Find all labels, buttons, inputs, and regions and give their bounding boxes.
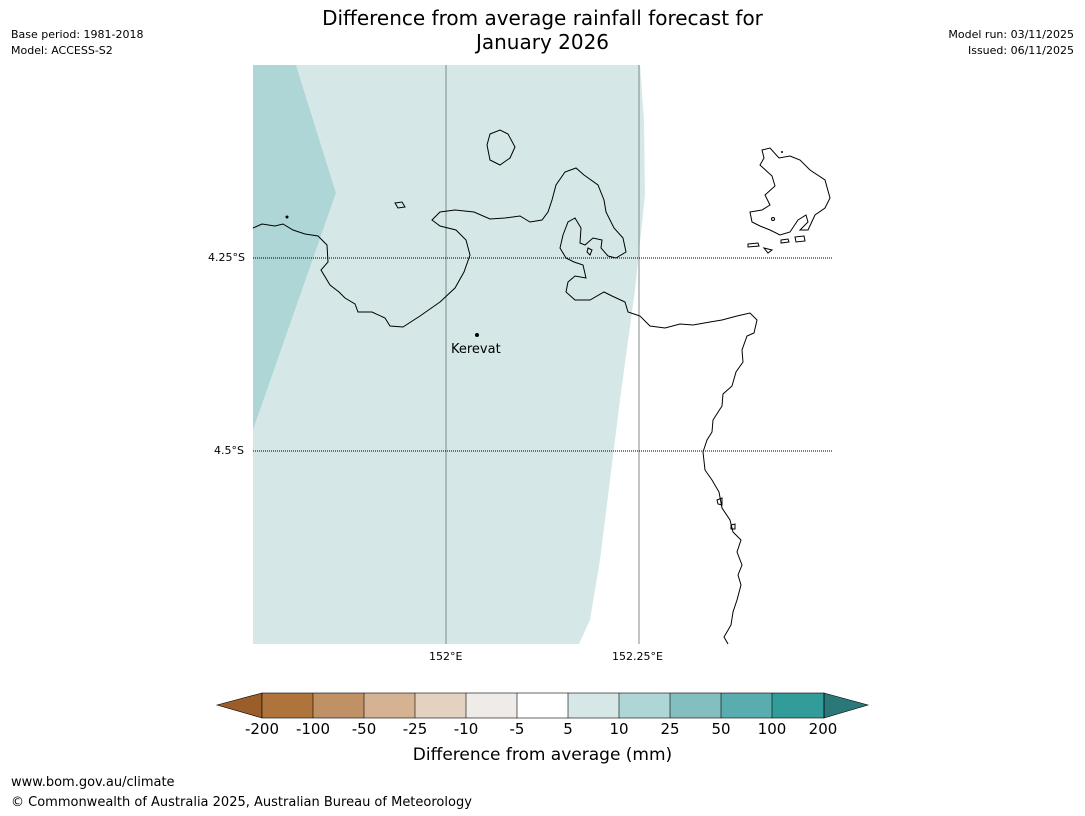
meta-right: Model run: 03/11/2025 Issued: 06/11/2025 [948,27,1074,59]
colorbar [215,692,870,719]
colorbar-tick: 5 [563,720,573,738]
colorbar-tick: 200 [808,720,838,738]
colorbar-segment [517,693,568,718]
colorbar-segment [721,693,772,718]
colorbar-tick: -200 [244,720,280,738]
model-run-text: Model run: 03/11/2025 [948,28,1074,41]
meta-left: Base period: 1981-2018 Model: ACCESS-S2 [11,27,143,59]
footer-copyright: © Commonwealth of Australia 2025, Austra… [11,795,472,810]
lon-label-152-25: 152.25°E [612,650,663,663]
colorbar-tick: 50 [711,720,731,738]
place-label-kerevat: Kerevat [451,342,501,357]
map-canvas [252,65,832,645]
colorbar-segment [313,693,364,718]
base-period-text: Base period: 1981-2018 [11,28,144,41]
colorbar-tick: -25 [402,720,428,738]
colorbar-segment [568,693,619,718]
colorbar-tick: 100 [757,720,787,738]
colorbar-high-extend [823,692,870,719]
footer-url[interactable]: www.bom.gov.au/climate [11,775,175,790]
colorbar-tick: 10 [609,720,629,738]
colorbar-segment [772,693,824,718]
colorbar-segment [262,693,313,718]
lat-label-4-5: 4.5°S [214,444,244,457]
chart-title: Difference from average rainfall forecas… [0,6,1085,54]
colorbar-label: Difference from average (mm) [412,745,673,765]
colorbar-low-extend [215,692,263,719]
kerevat-marker [475,333,479,337]
island-dot [781,151,783,153]
island-dot [771,217,775,221]
colorbar-segment [670,693,721,718]
model-text: Model: ACCESS-S2 [11,44,113,57]
title-line-1: Difference from average rainfall forecas… [322,6,763,30]
colorbar-segment [466,693,517,718]
band-5-10 [253,65,645,644]
colorbar-tick: -5 [509,720,525,738]
colorbar-segment [415,693,466,718]
issued-text: Issued: 06/11/2025 [967,44,1074,57]
island-dot [285,215,289,219]
lat-label-4-25: 4.25°S [208,251,245,264]
band-10-25 [253,65,336,430]
colorbar-tick: -10 [453,720,479,738]
colorbar-tick: 25 [660,720,680,738]
title-line-2: January 2026 [475,30,610,54]
colorbar-segment [619,693,670,718]
coastline [252,129,831,645]
colorbar-tick: -100 [295,720,331,738]
colorbar-segment [364,693,415,718]
colorbar-tick: -50 [351,720,377,738]
lon-label-152: 152°E [429,650,463,663]
